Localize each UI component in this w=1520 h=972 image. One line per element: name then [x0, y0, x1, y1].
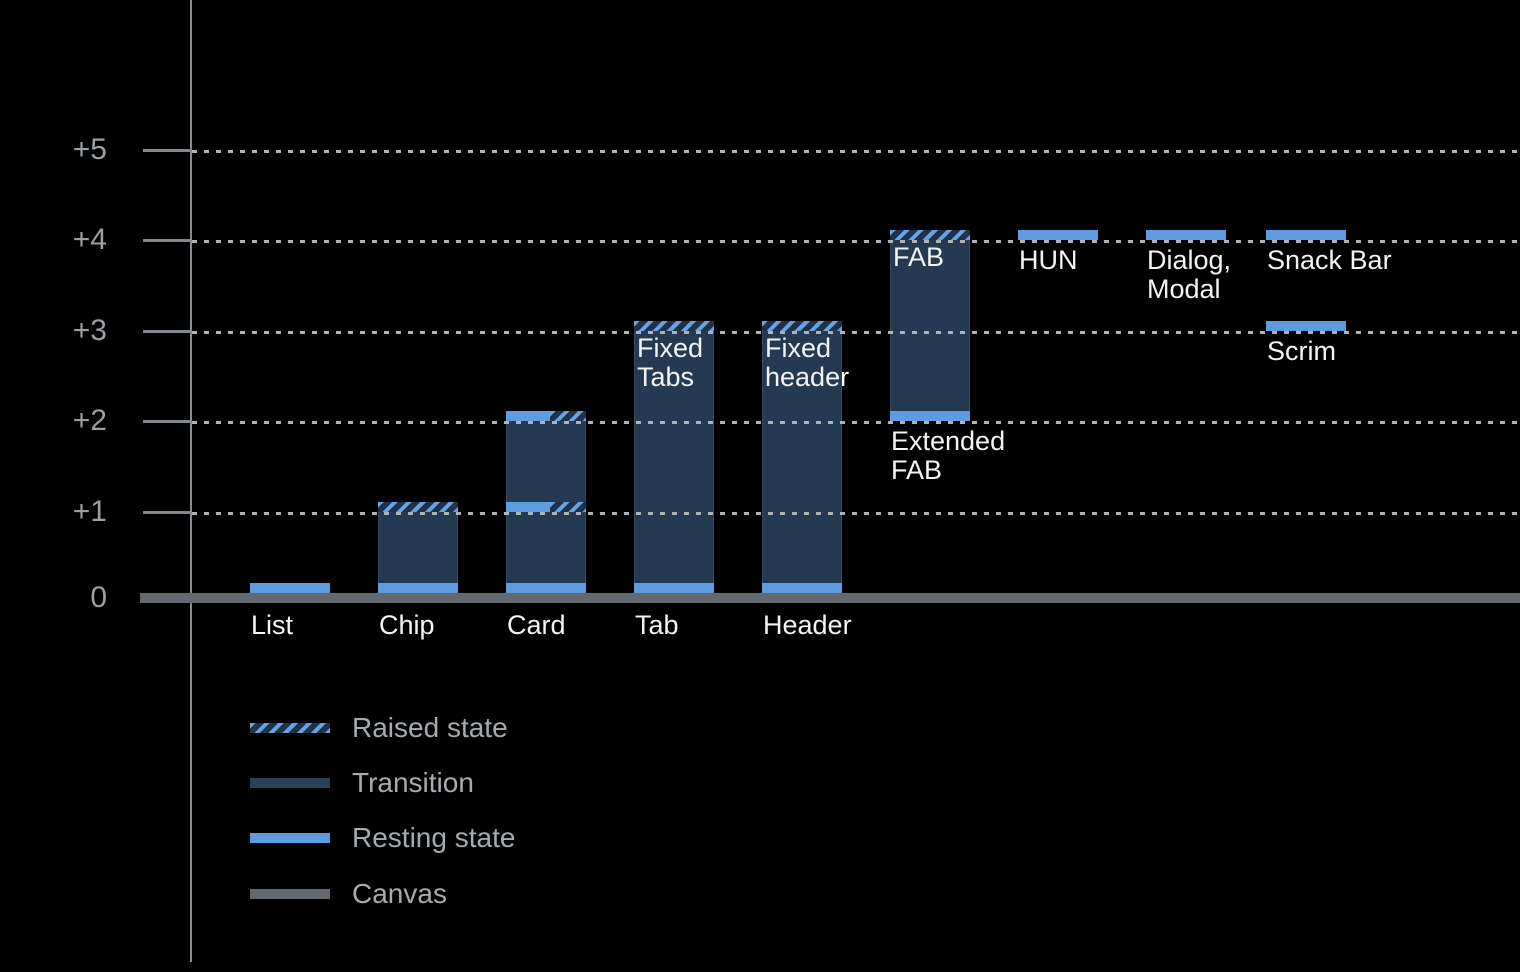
y-axis-tick	[143, 330, 192, 333]
legend-label-canvas: Canvas	[352, 878, 447, 909]
bar-inner-label-header: Fixed header	[765, 333, 850, 392]
legend-swatch-canvas	[250, 889, 330, 899]
transition-bar-tab	[634, 321, 714, 593]
resting-half	[506, 502, 550, 512]
y-axis-tick	[143, 239, 192, 242]
raised-strip-chip	[378, 502, 458, 512]
y-axis-tick	[143, 511, 192, 514]
bar-inner-label-extended-fab: FAB	[893, 242, 945, 272]
bar-label-snack-bar: Snack Bar	[1267, 245, 1392, 275]
raised-strip-header	[762, 321, 842, 331]
raised-half	[550, 502, 586, 512]
raised-half	[550, 411, 586, 421]
raised-strip-tab	[634, 321, 714, 331]
transition-bar-header	[762, 321, 842, 593]
resting-strip-extended-fab	[890, 411, 970, 421]
gridline-level-1	[192, 512, 1520, 515]
legend-swatch-raised	[250, 723, 330, 733]
raised-strip-extended-fab	[890, 230, 970, 240]
bar-inner-label-tab: Fixed Tabs	[637, 333, 704, 392]
gridline-level-5	[192, 150, 1520, 153]
resting-strip-scrim	[1266, 321, 1346, 331]
bar-label-header: Header	[763, 610, 852, 640]
transition-bar-extended-fab	[890, 230, 970, 421]
resting-raised-strip-card	[506, 502, 586, 512]
resting-strip-snack-bar	[1266, 230, 1346, 240]
y-axis-label: +1	[72, 495, 107, 528]
resting-strip-list	[250, 583, 330, 593]
resting-strip-header	[762, 583, 842, 593]
y-axis-label: +5	[72, 133, 107, 166]
resting-strip-hun	[1018, 230, 1098, 240]
bar-label-tab: Tab	[635, 610, 679, 640]
legend-label-transition: Transition	[352, 767, 474, 798]
y-axis-line	[190, 0, 192, 962]
canvas-baseline	[140, 593, 1520, 603]
transition-bar-chip	[378, 502, 458, 593]
gridline-level-2	[192, 421, 1520, 424]
resting-half	[506, 411, 550, 421]
bar-label-card: Card	[507, 610, 566, 640]
bar-label-hun: HUN	[1019, 245, 1078, 275]
resting-raised-strip-card	[506, 411, 586, 421]
legend-label-resting: Resting state	[352, 822, 516, 853]
bar-label-list: List	[251, 610, 294, 640]
gridline-level-4	[192, 240, 1520, 243]
y-axis-label: +3	[72, 314, 107, 347]
bar-label-extended-fab: Extended FAB	[891, 426, 1006, 485]
y-axis-label: 0	[90, 581, 107, 614]
legend-swatch-transition	[250, 778, 330, 788]
bar-label-scrim: Scrim	[1267, 336, 1336, 366]
resting-strip-dialog-modal	[1146, 230, 1226, 240]
bar-label-dialog-modal: Dialog, Modal	[1147, 245, 1232, 304]
y-axis-label: +2	[72, 404, 107, 437]
resting-strip-card	[506, 583, 586, 593]
resting-strip-chip	[378, 583, 458, 593]
gridline-level-3	[192, 331, 1520, 334]
legend-label-raised: Raised state	[352, 712, 508, 743]
resting-strip-tab	[634, 583, 714, 593]
legend-swatch-resting	[250, 833, 330, 843]
y-axis-label: +4	[72, 223, 107, 256]
bar-label-chip: Chip	[379, 610, 435, 640]
y-axis-tick	[143, 149, 192, 152]
y-axis-tick	[143, 420, 192, 423]
